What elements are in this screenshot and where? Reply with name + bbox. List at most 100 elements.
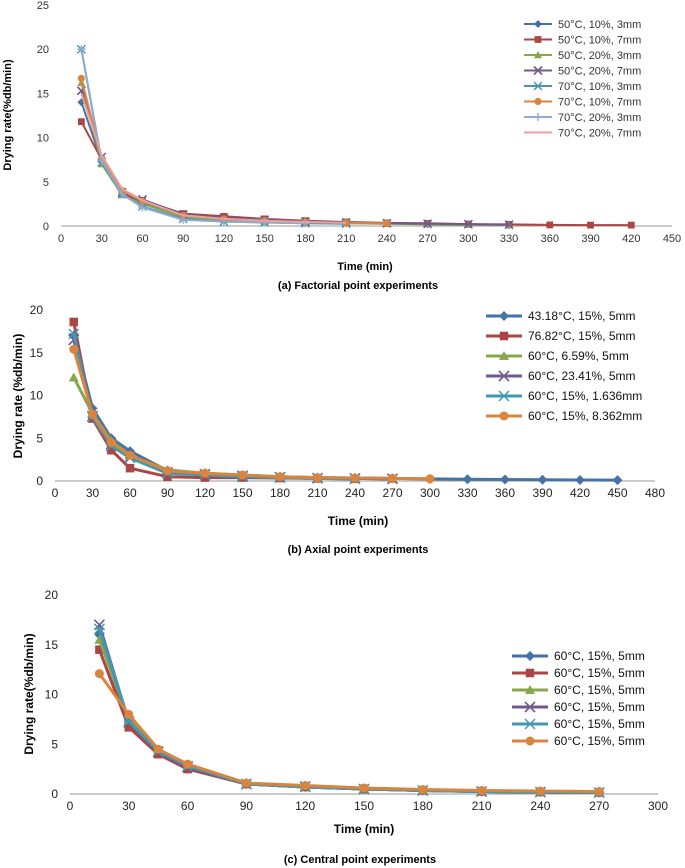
series-line [80, 78, 387, 225]
x-tick-label: 360 [495, 486, 515, 500]
legend-label: 50°C, 20%, 3mm [558, 50, 641, 62]
legend-entry: 70°C, 10%, 7mm [524, 97, 641, 109]
x-tick-label: 30 [122, 799, 136, 813]
x-axis-title: Time (min) [328, 514, 388, 528]
legend-entry: 60°C, 15%, 5mm [512, 666, 645, 680]
x-tick-label: 390 [532, 486, 552, 500]
data-point [418, 785, 428, 795]
data-point [383, 219, 391, 227]
series-7 [77, 45, 310, 228]
data-point [350, 473, 360, 483]
legend-swatch-marker [525, 736, 535, 746]
legend-swatch-marker [498, 390, 510, 402]
x-tick-label: 450 [663, 233, 681, 245]
data-point [124, 709, 134, 719]
data-point [462, 474, 473, 485]
legend-entry: 50°C, 10%, 7mm [524, 35, 641, 47]
series-8 [80, 93, 347, 224]
series-line [80, 49, 306, 225]
x-tick-label: 270 [382, 486, 402, 500]
legend: 43.18°C, 15%, 5mm 76.82°C, 15%, 5mm 60°C, … [486, 309, 642, 423]
x-tick-label: 0 [67, 799, 74, 813]
legend-swatch-marker [499, 351, 509, 360]
x-tick-label: 270 [418, 233, 436, 245]
legend-label: 70°C, 10%, 7mm [558, 97, 641, 109]
y-axis-title: Drying rate(%db/min) [2, 59, 14, 171]
legend-entry: 60°C, 6.59%, 5mm [486, 349, 629, 363]
data-point [504, 220, 514, 230]
legend-swatch-marker [498, 370, 510, 382]
legend-label: 70°C, 20%, 3mm [558, 112, 641, 124]
x-tick-label: 420 [622, 233, 640, 245]
data-point [124, 723, 134, 732]
y-tick-label: 5 [36, 431, 43, 445]
data-point [238, 470, 247, 480]
x-tick-label: 180 [270, 486, 290, 500]
x-tick-label: 240 [345, 486, 365, 500]
y-axis-title: Drying rate(%db/min) [22, 633, 36, 754]
data-point [179, 215, 188, 224]
chart-2: 0 30 60 90 120 150 180 210 240 270 300 330 360 390 420… [11, 303, 665, 556]
data-point [587, 221, 594, 229]
legend-entry: 70°C, 10%, 3mm [524, 81, 641, 93]
data-point [69, 317, 78, 327]
x-tick-label: 90 [161, 486, 175, 500]
data-point [200, 468, 210, 478]
legend-swatch-marker [534, 36, 542, 43]
series-4 [68, 334, 399, 485]
data-point [153, 744, 163, 754]
series-line [72, 333, 356, 481]
legend: 60°C, 15%, 5mm 60°C, 15%, 5mm 60°C, 15%, 5… [512, 649, 645, 748]
y-tick-label: 15 [37, 88, 49, 100]
y-tick-label: 10 [30, 389, 44, 403]
data-point [537, 474, 548, 485]
legend-swatch-marker [525, 651, 535, 661]
chart-3: 0 30 60 90 120 150 180 210 240 270 300 0 5 10 15 20 Time… [22, 588, 668, 866]
y-tick-label: 10 [37, 133, 49, 145]
x-tick-label: 420 [570, 486, 590, 500]
x-tick-label: 90 [240, 799, 254, 813]
legend-swatch-marker [534, 113, 542, 121]
legend-entry: 50°C, 10%, 3mm [524, 19, 641, 31]
legend-entry: 60°C, 15%, 1.636mm [486, 389, 642, 403]
series-line [72, 376, 393, 481]
series-3 [68, 372, 398, 483]
x-tick-label: 240 [378, 233, 396, 245]
legend-entry: 60°C, 15%, 5mm [512, 649, 645, 663]
x-tick-label: 180 [413, 799, 433, 813]
x-tick-label: 330 [500, 233, 518, 245]
data-point [94, 669, 104, 679]
legend-entry: 70°C, 20%, 7mm [524, 128, 641, 140]
y-tick-label: 15 [30, 346, 44, 360]
x-tick-label: 300 [648, 799, 668, 813]
y-axis-title: Drying rate (%db/min) [11, 334, 25, 459]
y-tick-label: 0 [51, 787, 58, 801]
y-tick-label: 20 [45, 588, 59, 602]
x-axis-title: Time (min) [334, 822, 394, 836]
data-point [183, 759, 193, 769]
legend-swatch-marker [524, 701, 536, 713]
x-tick-label: 0 [52, 486, 59, 500]
series-line [72, 348, 431, 481]
legend-label: 60°C, 6.59%, 5mm [528, 349, 629, 363]
data-point [77, 118, 85, 126]
x-tick-label: 210 [337, 233, 355, 245]
x-tick-label: 120 [195, 486, 215, 500]
data-point [125, 450, 135, 460]
series-line [97, 634, 600, 794]
legend-swatch-marker [499, 411, 509, 421]
data-point [477, 786, 487, 796]
legend-entry: 60°C, 15%, 5mm [512, 734, 645, 748]
y-tick-label: 0 [43, 221, 49, 233]
x-tick-label: 480 [645, 486, 665, 500]
y-tick-label: 0 [36, 474, 43, 488]
data-point [163, 466, 172, 476]
series-5 [93, 623, 605, 799]
series-5 [68, 328, 361, 485]
data-point [241, 778, 251, 788]
legend-swatch-marker [499, 311, 509, 321]
y-tick-label: 15 [45, 638, 59, 652]
legend-label: 60°C, 15%, 5mm [554, 666, 645, 680]
chart-1: 0 30 60 90 120 150 180 210 240 270 300 330 360 390 420… [2, 0, 681, 292]
legend-entry: 50°C, 20%, 7mm [524, 66, 641, 78]
